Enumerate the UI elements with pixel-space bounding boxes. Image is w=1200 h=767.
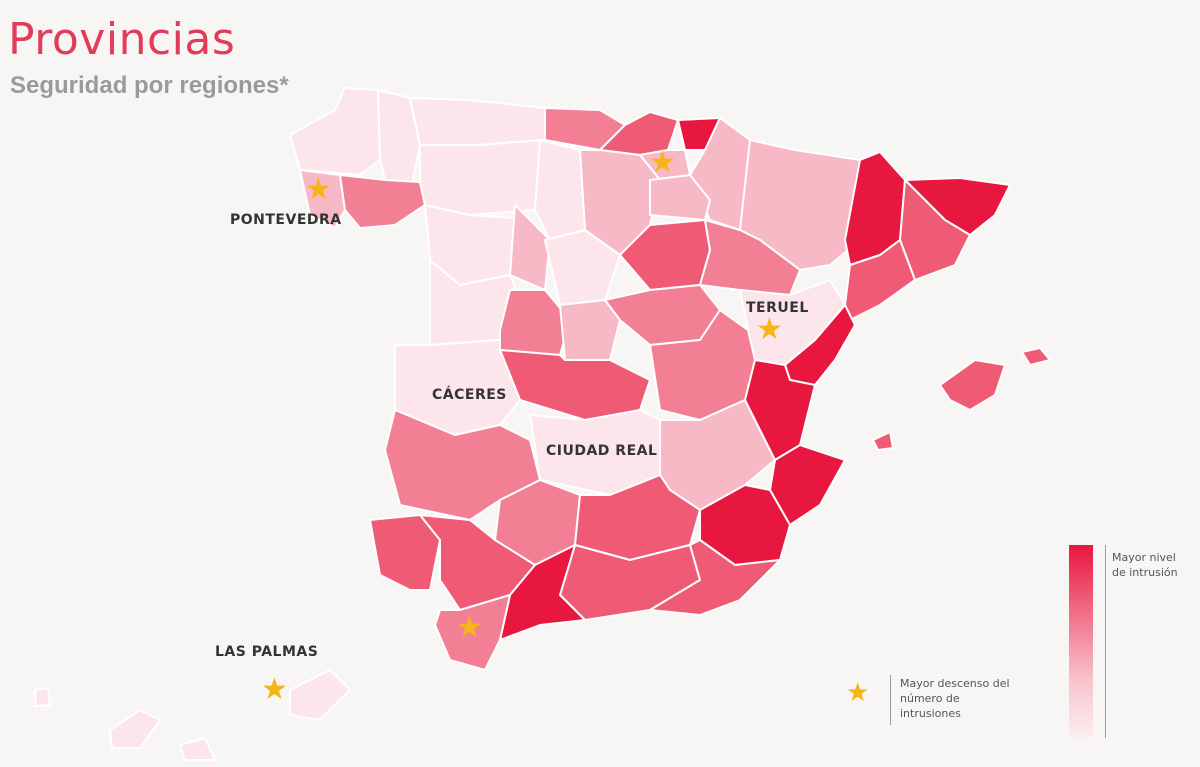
star-icon: ★ (756, 313, 783, 346)
page-title: Provincias (8, 14, 236, 65)
province-almeria[interactable] (649, 539, 781, 616)
province-a-coruna[interactable] (289, 87, 381, 176)
star-icon: ★ (649, 146, 676, 179)
legend-scale-label: Mayor nivel de intrusión (1112, 551, 1178, 579)
island-ibiza[interactable] (872, 431, 894, 451)
province-segovia[interactable] (544, 229, 621, 306)
province-cadiz[interactable] (434, 594, 511, 671)
province-la-rioja[interactable] (649, 174, 711, 221)
province-palencia[interactable] (534, 139, 586, 241)
label-teruel: TERUEL (746, 300, 809, 316)
province-asturias[interactable] (409, 97, 546, 146)
legend-intrusion-scale (1069, 545, 1093, 738)
label-caceres: CÁCERES (432, 387, 507, 403)
legend-star-label: Mayor descenso del número de intrusiones (900, 677, 1010, 720)
legend-divider (1105, 545, 1106, 738)
province-madrid[interactable] (559, 299, 621, 361)
star-icon: ★ (261, 673, 288, 706)
island-menorca[interactable] (1021, 347, 1051, 366)
star-icon: ★ (846, 677, 870, 707)
label-ciudad-real: CIUDAD REAL (546, 443, 658, 459)
province-ourense[interactable] (339, 174, 426, 229)
label-pontevedra: PONTEVEDRA (230, 212, 342, 228)
island-canary-west[interactable] (34, 687, 51, 707)
label-las-palmas: LAS PALMAS (215, 644, 319, 660)
province-baleares[interactable] (939, 359, 1006, 411)
province-toledo[interactable] (499, 349, 651, 421)
province-valencia[interactable] (744, 359, 816, 461)
star-icon: ★ (305, 173, 332, 206)
province-las-palmas-islands[interactable] (289, 669, 351, 721)
province-leon[interactable] (419, 139, 541, 216)
island-canary-small[interactable] (179, 737, 216, 761)
province-tenerife-islands[interactable] (109, 709, 161, 749)
province-pontevedra[interactable] (299, 169, 346, 229)
legend-star-divider (890, 675, 891, 725)
star-icon: ★ (456, 611, 483, 644)
page-subtitle: Seguridad por regiones* (10, 72, 289, 99)
